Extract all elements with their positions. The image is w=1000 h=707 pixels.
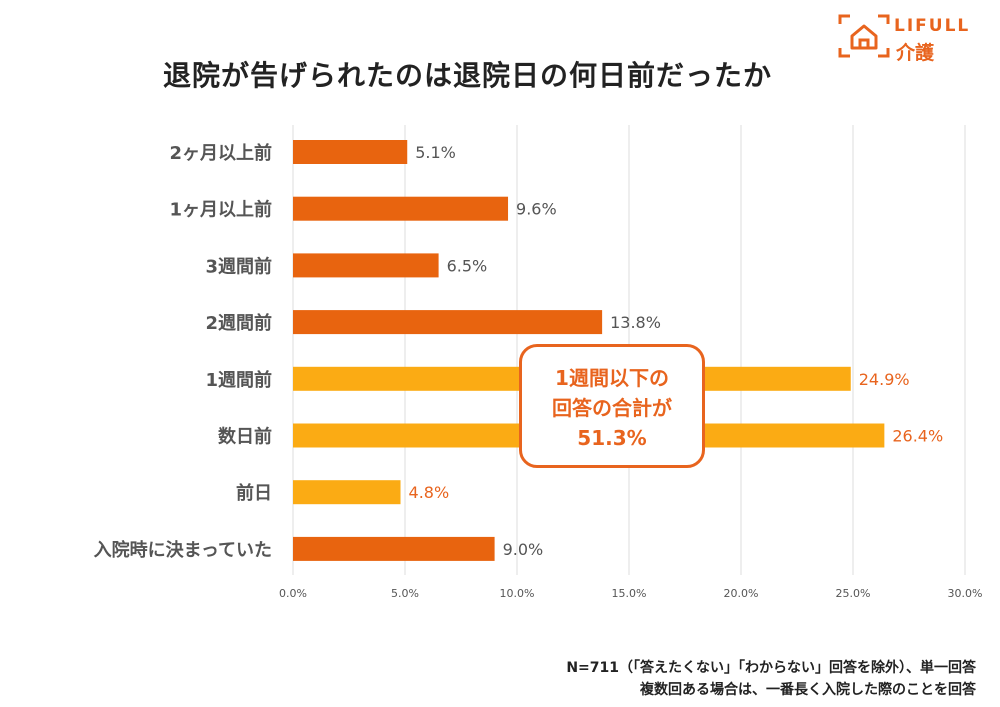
data-label: 5.1% (415, 143, 456, 162)
bar (293, 310, 603, 335)
x-tick-label: 25.0% (836, 587, 871, 600)
data-label: 26.4% (892, 427, 943, 446)
category-label: 1週間前 (205, 369, 272, 391)
logo-text: LIFULL (894, 16, 971, 36)
footnote-line-1: N=711（「答えたくない」「わからない」回答を除外）、単一回答 (566, 660, 976, 676)
data-label: 9.6% (516, 200, 557, 219)
category-label: 3週間前 (205, 255, 272, 277)
logo: LIFULL 介護 (838, 14, 988, 64)
chart-title: 退院が告げられたのは退院日の何日前だったか (162, 59, 772, 92)
footnote: N=711（「答えたくない」「わからない」回答を除外）、単一回答 複数回ある場合… (566, 657, 976, 701)
category-label: 2ヶ月以上前 (169, 142, 272, 164)
x-tick-label: 30.0% (948, 587, 983, 600)
data-label: 13.8% (610, 313, 661, 332)
bar (293, 140, 408, 164)
x-tick-label: 0.0% (279, 587, 307, 600)
bar (293, 196, 509, 221)
footnote-line-2: 複数回ある場合は、一番長く入院した際のことを回答 (640, 682, 976, 698)
data-label: 6.5% (447, 256, 488, 275)
callout-line-1: 1週間以下の (555, 366, 669, 390)
category-label: 1ヶ月以上前 (169, 199, 272, 221)
summary-callout: 1週間以下の 回答の合計が 51.3% (519, 344, 705, 468)
house-frame-icon (838, 14, 890, 58)
x-tick-label: 10.0% (500, 587, 535, 600)
x-tick-label: 5.0% (391, 587, 419, 600)
bar (293, 253, 439, 278)
callout-line-3: 51.3% (577, 426, 647, 450)
data-label: 24.9% (859, 370, 910, 389)
bar (293, 536, 495, 561)
category-label: 前日 (236, 482, 272, 504)
category-label: 2週間前 (205, 312, 272, 334)
callout-line-2: 回答の合計が (552, 396, 672, 420)
data-label: 4.8% (409, 483, 450, 502)
x-tick-label: 15.0% (612, 587, 647, 600)
bar (293, 480, 401, 505)
x-tick-label: 20.0% (724, 587, 759, 600)
category-label: 入院時に決まっていた (94, 539, 272, 561)
logo-subtext: 介護 (896, 42, 935, 64)
category-label: 数日前 (218, 426, 272, 448)
data-label: 9.0% (503, 540, 544, 559)
